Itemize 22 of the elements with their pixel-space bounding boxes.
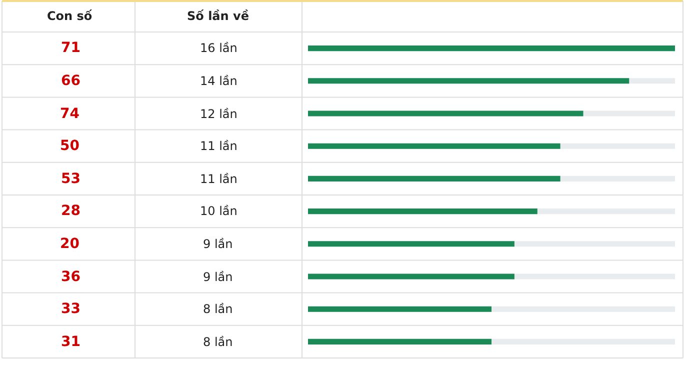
data-label: 9 lần <box>203 270 233 284</box>
y-tick-label: 36 <box>61 269 80 285</box>
y-tick-label: 28 <box>61 203 80 219</box>
y-axis-title: Con số <box>47 9 93 23</box>
data-label: 16 lần <box>200 41 238 55</box>
y-tick-label: 66 <box>61 73 80 89</box>
y-tick-label: 50 <box>60 138 80 154</box>
data-label: 14 lần <box>200 74 238 88</box>
y-tick-label: 20 <box>60 236 80 252</box>
data-label: 9 lần <box>203 237 233 251</box>
data-label: 10 lần <box>200 204 238 218</box>
data-label: 11 lần <box>200 139 238 153</box>
y-tick-label: 31 <box>61 334 80 350</box>
data-label: 12 lần <box>200 107 238 121</box>
data-label: 11 lần <box>200 172 238 186</box>
y-tick-label: 33 <box>61 301 80 317</box>
y-tick-label: 71 <box>61 40 80 56</box>
y-tick-label: 74 <box>60 106 80 122</box>
x-axis-title: Số lần về <box>187 9 249 23</box>
data-label: 8 lần <box>203 335 233 349</box>
data-label: 8 lần <box>203 302 233 316</box>
y-tick-label: 53 <box>61 171 80 187</box>
